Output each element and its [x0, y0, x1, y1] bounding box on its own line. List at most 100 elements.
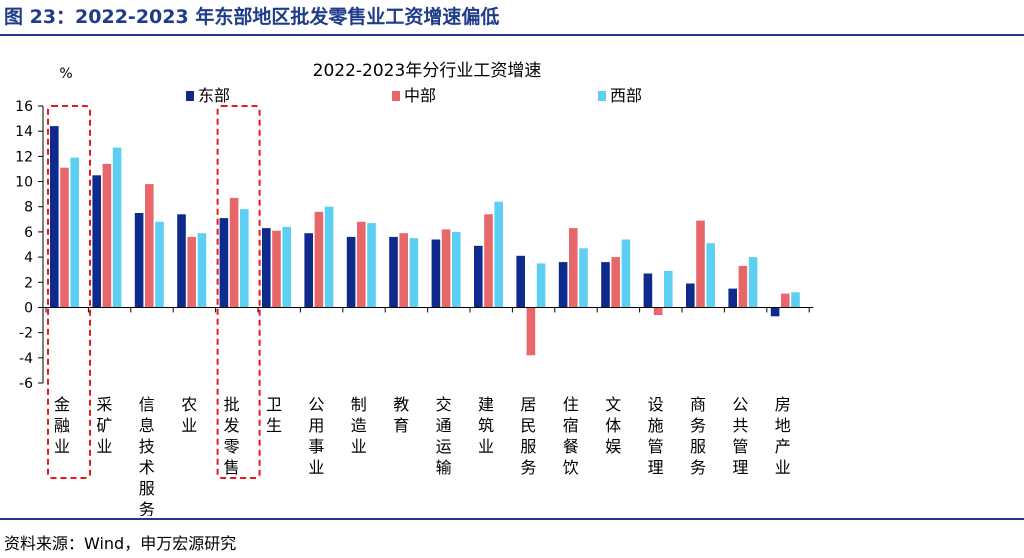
legend-label: 东部 — [198, 86, 230, 105]
bar-west — [197, 233, 207, 308]
bar-east — [643, 273, 653, 308]
y-tick-label: 16 — [15, 99, 33, 115]
bar-west — [155, 221, 164, 308]
bar-central — [145, 184, 154, 308]
y-tick-label: -6 — [19, 376, 33, 392]
highlight-box — [216, 105, 261, 479]
bar-west — [70, 157, 79, 308]
y-tick-label: 2 — [24, 275, 33, 291]
bar-east — [177, 214, 186, 308]
category-label: 文体娱 — [605, 395, 621, 456]
category-label: 采矿业 — [96, 395, 112, 456]
legend-label: 中部 — [404, 86, 436, 105]
category-label: 农业 — [181, 395, 197, 435]
bar-east — [516, 255, 525, 308]
bar-east — [389, 236, 398, 308]
bar-west — [240, 209, 249, 308]
category-label: 房地产业 — [775, 395, 791, 477]
footer-rule — [0, 518, 1024, 520]
y-tick-label: 10 — [15, 175, 33, 191]
bar-east — [92, 175, 101, 308]
bar-central — [187, 236, 196, 308]
category-label: 公用事业 — [308, 395, 324, 477]
legend-swatch-west — [598, 91, 606, 101]
bar-west — [324, 206, 334, 308]
bar-west — [409, 238, 419, 308]
category-label: 商务服务 — [690, 395, 706, 477]
bar-east — [304, 233, 313, 308]
legend-swatch-east — [186, 91, 194, 101]
bar-east — [219, 218, 229, 308]
y-tick-label: 8 — [24, 200, 33, 216]
bar-east — [50, 126, 59, 308]
bar-central — [611, 257, 620, 308]
bar-west — [579, 248, 588, 308]
bar-west — [664, 270, 673, 308]
legend: 东部 中部 西部 — [186, 86, 642, 105]
category-label: 居民服务 — [520, 395, 536, 477]
y-tick-label: 14 — [15, 124, 33, 140]
bar-west — [621, 239, 631, 308]
bar-east — [474, 245, 483, 308]
category-label: 批发零售 — [224, 395, 240, 477]
category-label: 设施管理 — [648, 395, 664, 477]
bar-central — [229, 197, 239, 308]
bar-west — [536, 263, 546, 308]
source-note: 资料来源：Wind，申万宏源研究 — [4, 534, 237, 553]
category-label: 教育 — [393, 395, 409, 435]
y-tick-label: -2 — [19, 326, 33, 342]
category-label: 卫生 — [266, 395, 282, 435]
bar-central — [102, 163, 112, 308]
bar-central — [738, 265, 748, 308]
bar-central — [357, 221, 366, 308]
category-label: 交通运输 — [436, 395, 452, 477]
bar-west — [706, 243, 715, 308]
bar-east — [728, 288, 737, 308]
bar-central — [653, 307, 663, 316]
bar-east — [346, 236, 356, 308]
bars-group — [50, 126, 800, 356]
bar-west — [367, 223, 376, 308]
title-rule — [0, 34, 1024, 36]
category-label: 金融业 — [54, 395, 70, 456]
chart-title: 2022-2023年分行业工资增速 — [313, 61, 542, 81]
category-label: 公共管理 — [732, 395, 748, 477]
bar-central — [272, 230, 281, 308]
bar-east — [558, 262, 568, 308]
category-label: 制造业 — [351, 395, 367, 456]
bar-central — [484, 214, 493, 308]
legend-label: 西部 — [610, 86, 642, 105]
axes-group: -6-4-20246810121416金融业采矿业信息技术服务农业批发零售卫生公… — [15, 99, 814, 516]
y-tick-label: -4 — [19, 351, 33, 367]
bar-east — [601, 262, 610, 308]
bar-central — [399, 233, 408, 308]
bar-central — [569, 228, 578, 308]
highlight-box — [47, 105, 91, 479]
bar-west — [112, 147, 122, 308]
bar-central — [60, 167, 69, 308]
bar-central — [314, 211, 324, 308]
legend-swatch-central — [392, 91, 400, 101]
bar-east — [770, 307, 780, 317]
bar-west — [748, 257, 758, 308]
highlight-boxes — [47, 105, 261, 479]
bar-east — [262, 228, 271, 308]
bar-west — [452, 231, 461, 308]
y-axis-unit: % — [59, 66, 72, 82]
category-label: 建筑业 — [478, 395, 494, 456]
bar-central — [696, 220, 705, 308]
y-tick-label: 0 — [24, 300, 33, 316]
bar-east — [686, 283, 695, 308]
category-label: 信息技术服务 — [139, 395, 155, 516]
bar-central — [526, 307, 536, 356]
bar-central — [781, 293, 790, 308]
bar-central — [441, 229, 451, 308]
bar-east — [134, 213, 144, 308]
bar-west — [282, 226, 291, 308]
category-label: 住宿餐饮 — [563, 395, 579, 477]
figure-title: 图 23：2022-2023 年东部地区批发零售业工资增速偏低 — [4, 6, 500, 28]
bar-west — [494, 201, 503, 308]
y-tick-label: 4 — [24, 250, 33, 266]
bar-east — [431, 239, 441, 308]
bar-west — [791, 292, 800, 308]
